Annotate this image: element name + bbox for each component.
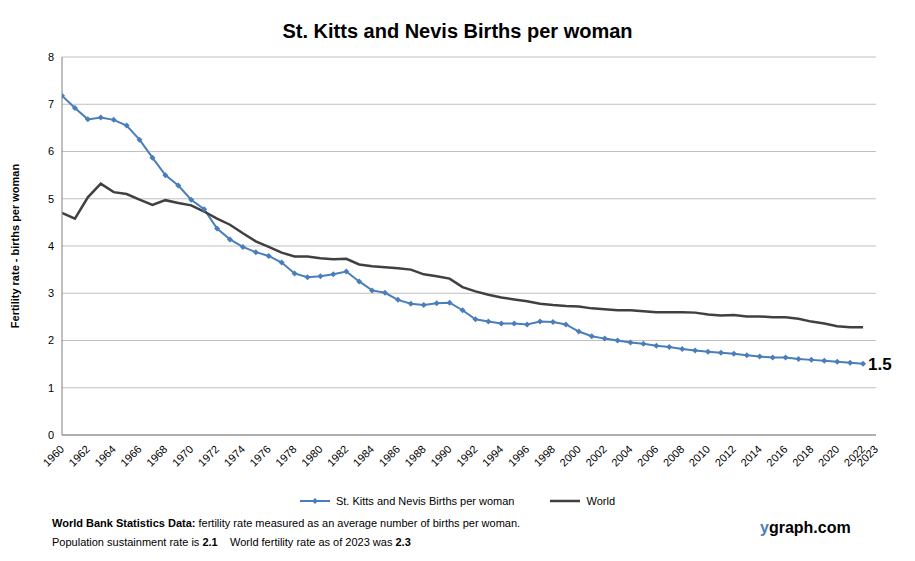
svg-text:2016: 2016	[764, 443, 790, 469]
html-text:St. Kitts and Nevis Births per: St. Kitts and Nevis Births per woman	[336, 495, 515, 507]
svg-text:1960: 1960	[40, 443, 66, 469]
html-text:y graph.com: y graph.com	[760, 519, 851, 536]
html-text:St. Kitts and Nevis Births per: St. Kitts and Nevis Births per woman	[282, 20, 633, 42]
svg-text:1980: 1980	[299, 443, 325, 469]
svg-text:2000: 2000	[557, 443, 583, 469]
html-text:World Bank Statistics Data: fe: World Bank Statistics Data: fertility ra…	[52, 517, 521, 529]
html-text:World fertility rate as of 202: World fertility rate as of 2023 was 2.3	[230, 536, 411, 548]
svg-text:1972: 1972	[195, 443, 221, 469]
svg-text:2004: 2004	[609, 443, 635, 469]
svg-text:1978: 1978	[273, 443, 299, 469]
svg-text:2020: 2020	[816, 443, 842, 469]
svg-text:1986: 1986	[376, 443, 402, 469]
svg-text:3: 3	[48, 287, 54, 299]
svg-text:1998: 1998	[531, 443, 557, 469]
svg-text:1968: 1968	[144, 443, 170, 469]
svg-text:2022: 2022	[841, 442, 868, 469]
svg-text:2006: 2006	[635, 443, 661, 469]
svg-text:0: 0	[48, 429, 54, 441]
svg-text:2010: 2010	[686, 443, 712, 469]
svg-text:1966: 1966	[118, 443, 144, 469]
svg-text:2002: 2002	[583, 443, 609, 469]
svg-text:8: 8	[48, 51, 54, 63]
svg-text:4: 4	[48, 240, 54, 252]
svg-text:1970: 1970	[170, 443, 196, 469]
svg-text:2008: 2008	[661, 443, 687, 469]
svg-text:2014: 2014	[738, 443, 764, 469]
html-text:Population sustainment rate is: Population sustainment rate is 2.1	[52, 536, 218, 548]
svg-text:1984: 1984	[351, 443, 377, 469]
svg-text:1988: 1988	[402, 443, 428, 469]
svg-text:2012: 2012	[712, 443, 738, 469]
svg-text:7: 7	[48, 98, 54, 110]
svg-text:6: 6	[48, 145, 54, 157]
svg-text:1.5: 1.5	[868, 355, 892, 374]
svg-text:1: 1	[48, 382, 54, 394]
svg-text:1982: 1982	[325, 443, 351, 469]
svg-text:1976: 1976	[247, 443, 273, 469]
svg-text:5: 5	[48, 193, 54, 205]
svg-text:1964: 1964	[92, 443, 118, 469]
svg-text:1990: 1990	[428, 443, 454, 469]
svg-text:2: 2	[48, 334, 54, 346]
svg-text:2018: 2018	[790, 443, 816, 469]
svg-text:1994: 1994	[480, 443, 506, 469]
svg-text:1992: 1992	[454, 443, 480, 469]
html-text:Fertility rate - births per wo: Fertility rate - births per woman	[9, 163, 21, 329]
html-text:World: World	[586, 495, 615, 507]
svg-text:1962: 1962	[66, 443, 92, 469]
svg-text:1974: 1974	[221, 443, 247, 469]
svg-text:2023: 2023	[854, 443, 880, 469]
svg-text:1996: 1996	[506, 443, 532, 469]
